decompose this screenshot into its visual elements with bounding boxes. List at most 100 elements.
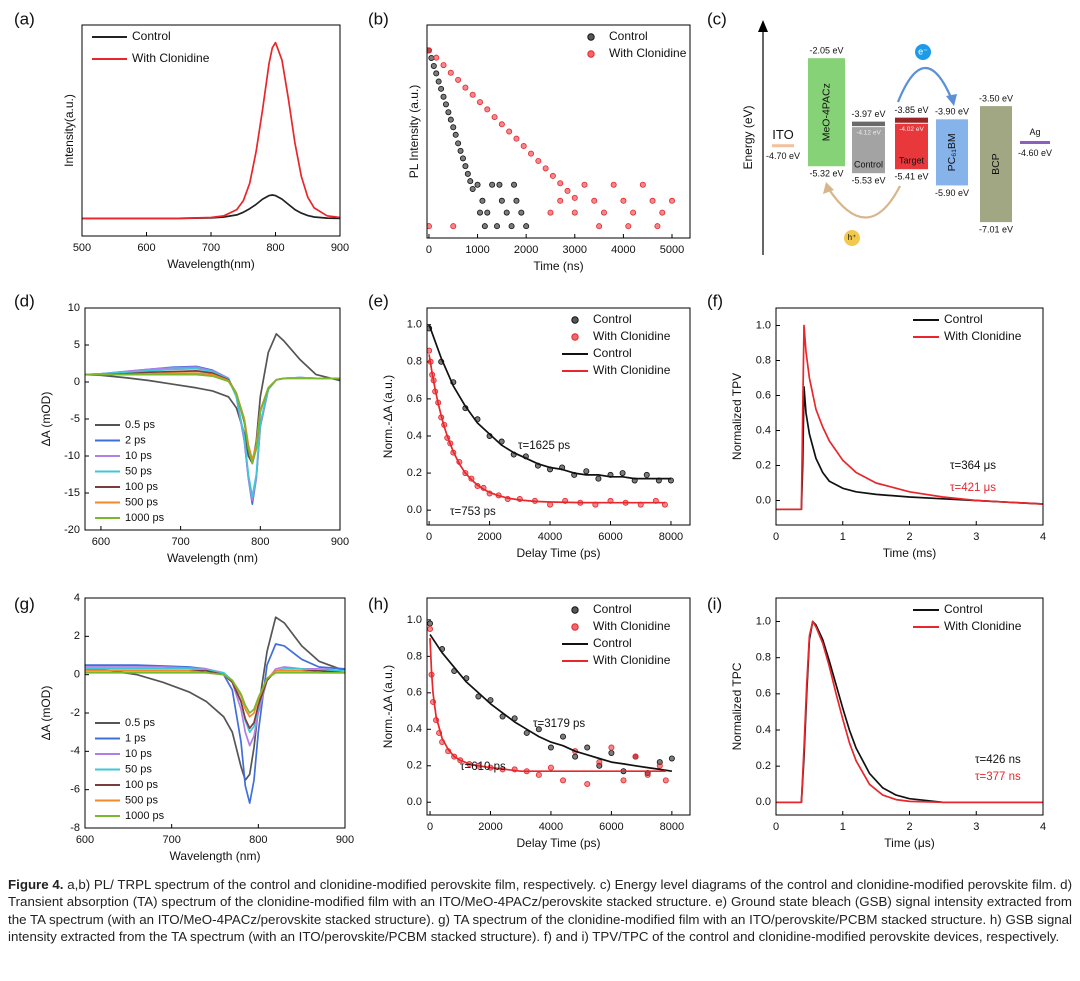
x-tick-label: 3000	[563, 244, 587, 256]
data-point	[440, 62, 447, 69]
x-tick-label: 2	[906, 531, 912, 543]
y-tick-label: 2	[74, 630, 80, 642]
data-point	[438, 85, 445, 92]
legend-label: With Clonidine	[609, 46, 687, 60]
series-line	[85, 370, 340, 465]
energy-band	[895, 117, 928, 170]
legend-label: Control	[944, 312, 983, 326]
data-point	[511, 181, 518, 188]
y-tick-label: 0.2	[756, 760, 771, 772]
legend-label: With Clonidine	[593, 363, 671, 377]
data-point	[450, 124, 457, 131]
y-tick-label: 0.6	[756, 389, 771, 401]
x-tick-label: 4000	[539, 821, 563, 833]
y-tick-label: 4	[74, 592, 80, 604]
y-tick-label: 0.4	[756, 724, 771, 736]
y-tick-label: 1.0	[756, 615, 771, 627]
x-tick-label: 2000	[478, 821, 502, 833]
series-line	[82, 41, 340, 220]
panel-label: (h)	[368, 594, 389, 613]
axis-arrowhead	[758, 20, 768, 32]
x-axis-label: Time (ns)	[533, 259, 583, 273]
x-tick-label: 3	[973, 821, 979, 833]
x-tick-label: 600	[137, 242, 155, 254]
legend-marker	[571, 333, 579, 341]
data-point	[503, 209, 510, 216]
data-point	[476, 209, 483, 216]
panel-label: (d)	[14, 291, 35, 310]
panel-label: (g)	[14, 594, 35, 613]
x-tick-label: 8000	[659, 531, 683, 543]
data-point	[455, 140, 462, 147]
series-line	[85, 643, 345, 804]
legend-marker	[587, 50, 595, 58]
series-line	[85, 669, 345, 730]
data-point	[452, 131, 459, 138]
series-line	[429, 634, 673, 773]
x-tick-label: 2000	[477, 531, 501, 543]
x-tick-label: 0	[773, 821, 779, 833]
series-line	[429, 638, 666, 773]
y-tick-label: 0.0	[407, 796, 422, 808]
y-tick-label: 0.4	[756, 424, 771, 436]
data-point	[632, 753, 639, 760]
x-tick-label: 600	[76, 834, 94, 846]
data-point	[557, 197, 564, 204]
homo-label: -5.32 eV	[809, 169, 843, 179]
data-point	[464, 170, 471, 177]
hole-label: h⁺	[848, 233, 857, 242]
y-axis-label: PL Intensity (a.u.)	[407, 85, 421, 179]
data-point	[498, 197, 505, 204]
data-point	[583, 468, 590, 475]
data-point	[513, 135, 520, 142]
data-point	[450, 223, 457, 230]
x-tick-label: 700	[162, 834, 180, 846]
layer-name: ITO	[772, 127, 793, 142]
y-axis-label: Energy (eV)	[741, 105, 755, 169]
series-line	[85, 365, 340, 505]
data-point	[484, 209, 491, 216]
series-line	[85, 668, 345, 734]
data-point	[491, 114, 498, 121]
x-tick-label: 6000	[599, 821, 623, 833]
data-point	[528, 150, 535, 157]
plot-frame	[84, 307, 341, 531]
level-label: -4.70 eV	[766, 151, 800, 161]
data-point	[498, 121, 505, 128]
data-point	[654, 223, 661, 230]
data-point	[659, 209, 666, 216]
electron-arrow	[896, 67, 954, 103]
data-point	[591, 197, 598, 204]
data-point	[608, 750, 615, 757]
data-point	[596, 759, 603, 766]
y-axis-label: ΔA (mOD)	[39, 686, 53, 741]
data-point	[489, 181, 496, 188]
layer-name: Control	[854, 160, 883, 170]
series-line	[85, 372, 340, 461]
x-tick-label: 900	[331, 536, 349, 548]
data-point	[571, 194, 578, 201]
data-point	[547, 744, 554, 751]
data-point	[427, 620, 434, 627]
y-tick-label: -15	[64, 487, 80, 499]
homo-label: -5.53 eV	[851, 176, 885, 186]
caption-text: a,b) PL/ TRPL spectrum of the control an…	[8, 877, 1073, 945]
legend-label: 10 ps	[125, 450, 152, 462]
layer-name: PC₆₁BM	[946, 133, 958, 171]
data-point	[600, 209, 607, 216]
y-tick-label: 0.6	[756, 688, 771, 700]
y-tick-label: 0.2	[407, 760, 422, 772]
x-tick-label: 4	[1040, 821, 1046, 833]
legend-label: With Clonidine	[944, 619, 1022, 633]
y-tick-label: 0.8	[407, 356, 422, 368]
y-tick-label: 5	[74, 339, 80, 351]
data-point	[560, 777, 567, 784]
data-point	[442, 101, 449, 108]
data-point	[668, 755, 675, 762]
x-tick-label: 0	[426, 244, 432, 256]
fermi-label: -4.02 eV	[899, 126, 924, 133]
y-axis-label: Norm.-ΔA (a.u.)	[381, 665, 395, 748]
legend-label: Control	[593, 602, 632, 616]
series-line	[82, 194, 340, 220]
